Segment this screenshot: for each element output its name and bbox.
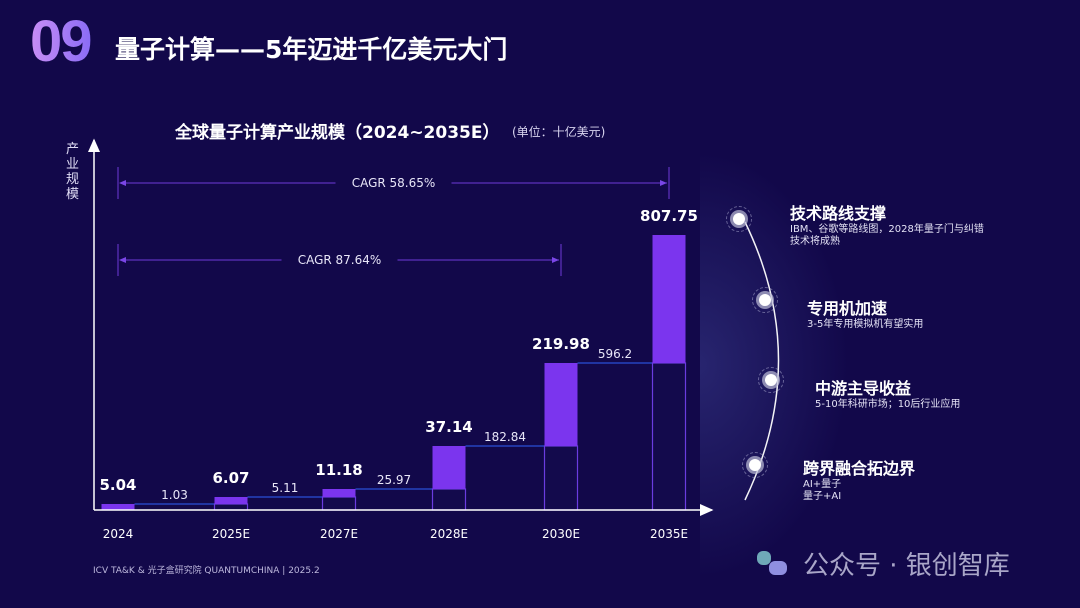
feature-description: 技术将成熟 [790, 236, 840, 247]
x-tick-label: 2025E [212, 527, 250, 541]
increment-label: 5.11 [272, 481, 299, 495]
node-dot-icon [726, 206, 752, 232]
watermark-text: 公众号 · 银创智库 [803, 551, 1010, 581]
bar-increment [544, 363, 578, 446]
feature-title: 跨界融合拓边界 [803, 459, 916, 478]
feature-item: 技术路线支撑 IBM、谷歌等路线图，2028年量子门与纠错 技术将成熟 [790, 200, 984, 248]
feature-item: 中游主导收益 5-10年科研市场；10后行业应用 [815, 375, 960, 411]
feature-description: 3-5年专用模拟机有望实用 [807, 319, 924, 330]
value-label: 5.04 [99, 476, 136, 494]
increment-label: 182.84 [484, 430, 526, 444]
feature-title: 技术路线支撑 [790, 204, 887, 223]
bar-base [431, 488, 467, 511]
value-label: 807.75 [640, 207, 698, 225]
bar-base [321, 496, 357, 511]
value-label: 11.18 [315, 461, 362, 479]
page-title: 量子计算——5年迈进千亿美元大门 [115, 35, 508, 64]
chart-title: 全球量子计算产业规模（2024~2035E） [175, 123, 500, 143]
cagr-label: CAGR 58.65% [352, 176, 436, 190]
node-dot-icon [758, 367, 784, 393]
source-note: ICV TA&K & 光子盒研究院 QUANTUMCHINA | 2025.2 [93, 566, 320, 576]
x-tick-label: 2028E [430, 527, 468, 541]
x-tick-label: 2030E [542, 527, 580, 541]
feature-item: 跨界融合拓边界 AI+量子 量子+AI [803, 455, 915, 503]
node-dot-icon [742, 452, 768, 478]
section-number: 09 [30, 9, 92, 74]
increment-label: 596.2 [598, 347, 632, 361]
value-label: 6.07 [212, 469, 249, 487]
increment-label: 1.03 [161, 488, 188, 502]
feature-title: 专用机加速 [807, 299, 888, 318]
feature-title: 中游主导收益 [815, 379, 912, 398]
bar-increment [432, 446, 466, 489]
bar-increment [322, 489, 356, 497]
wechat-icon [755, 549, 793, 579]
value-label: 219.98 [532, 335, 590, 353]
bar-base [543, 445, 579, 511]
bar-base [651, 362, 687, 511]
feature-item: 专用机加速 3-5年专用模拟机有望实用 [807, 295, 923, 331]
bar-increment [214, 497, 248, 504]
x-tick-label: 2027E [320, 527, 358, 541]
increment-label: 25.97 [377, 473, 411, 487]
bar-increment [101, 504, 135, 510]
node-dot-icon [752, 287, 778, 313]
feature-description: 量子+AI [803, 491, 842, 502]
cagr-label: CAGR 87.64% [298, 253, 382, 267]
value-label: 37.14 [425, 418, 472, 436]
x-tick-label: 2024 [103, 527, 134, 541]
bar-base [213, 503, 249, 511]
watermark: 公众号 · 银创智库 [755, 545, 1010, 582]
feature-description: IBM、谷歌等路线图，2028年量子门与纠错 [790, 224, 984, 235]
bar-increment [652, 235, 686, 363]
y-axis-label: 产业规模 [66, 142, 80, 202]
feature-description: 5-10年科研市场；10后行业应用 [815, 399, 961, 410]
x-tick-label: 2035E [650, 527, 688, 541]
chart-unit: (单位：十亿美元) [512, 125, 606, 139]
feature-description: AI+量子 [803, 479, 842, 490]
